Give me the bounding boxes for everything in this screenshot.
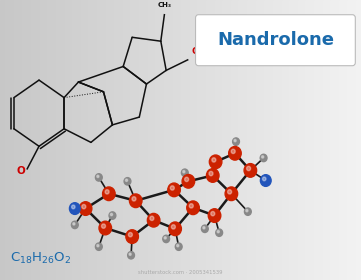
Text: $\mathsf{C_{18}H_{26}O_2}$: $\mathsf{C_{18}H_{26}O_2}$ (10, 251, 71, 266)
Circle shape (101, 224, 105, 228)
Circle shape (169, 222, 181, 235)
Circle shape (201, 225, 208, 232)
Circle shape (95, 243, 102, 250)
Circle shape (129, 253, 131, 255)
Circle shape (246, 209, 248, 212)
Circle shape (126, 230, 138, 243)
Circle shape (203, 227, 205, 229)
Circle shape (189, 204, 193, 208)
Circle shape (217, 230, 219, 233)
Circle shape (181, 169, 188, 176)
Circle shape (103, 187, 115, 200)
Circle shape (128, 251, 134, 259)
Circle shape (183, 171, 185, 173)
Circle shape (262, 156, 264, 158)
Circle shape (260, 154, 267, 162)
Circle shape (73, 223, 75, 225)
Circle shape (129, 232, 132, 237)
Circle shape (97, 175, 99, 178)
Circle shape (125, 179, 128, 181)
Text: OH: OH (192, 47, 207, 56)
Circle shape (227, 190, 232, 194)
Circle shape (177, 244, 179, 247)
Circle shape (82, 204, 86, 209)
Circle shape (95, 174, 102, 181)
Circle shape (208, 209, 221, 222)
Circle shape (206, 169, 219, 182)
Circle shape (105, 190, 109, 194)
Circle shape (99, 221, 112, 235)
Circle shape (168, 183, 180, 197)
Circle shape (209, 155, 222, 169)
Circle shape (71, 221, 78, 228)
Circle shape (175, 243, 182, 250)
Circle shape (231, 149, 235, 153)
Circle shape (132, 197, 136, 201)
Circle shape (262, 177, 266, 181)
Circle shape (225, 187, 238, 200)
Text: O: O (16, 166, 25, 176)
Circle shape (260, 175, 271, 186)
FancyBboxPatch shape (196, 15, 355, 66)
Circle shape (69, 203, 80, 214)
Text: CH₃: CH₃ (157, 2, 171, 8)
Circle shape (244, 208, 251, 215)
Circle shape (184, 177, 189, 181)
Circle shape (244, 164, 257, 177)
Circle shape (79, 202, 92, 215)
Circle shape (182, 174, 195, 188)
Circle shape (234, 139, 236, 142)
Circle shape (187, 201, 199, 214)
Circle shape (216, 229, 223, 236)
Text: Nandrolone: Nandrolone (217, 31, 334, 49)
Text: shutterstock.com · 2005341539: shutterstock.com · 2005341539 (138, 270, 223, 275)
Circle shape (170, 186, 174, 190)
Circle shape (171, 225, 175, 229)
Circle shape (209, 171, 213, 176)
Circle shape (150, 216, 154, 221)
Circle shape (71, 205, 75, 209)
Circle shape (147, 213, 160, 227)
Circle shape (229, 146, 241, 160)
Circle shape (97, 244, 99, 247)
Circle shape (247, 166, 251, 171)
Circle shape (109, 212, 116, 219)
Circle shape (232, 138, 239, 145)
Circle shape (212, 158, 216, 162)
Circle shape (110, 213, 113, 216)
Circle shape (130, 194, 142, 207)
Circle shape (211, 211, 215, 216)
Circle shape (124, 178, 131, 185)
Circle shape (163, 235, 170, 242)
Circle shape (164, 237, 166, 239)
